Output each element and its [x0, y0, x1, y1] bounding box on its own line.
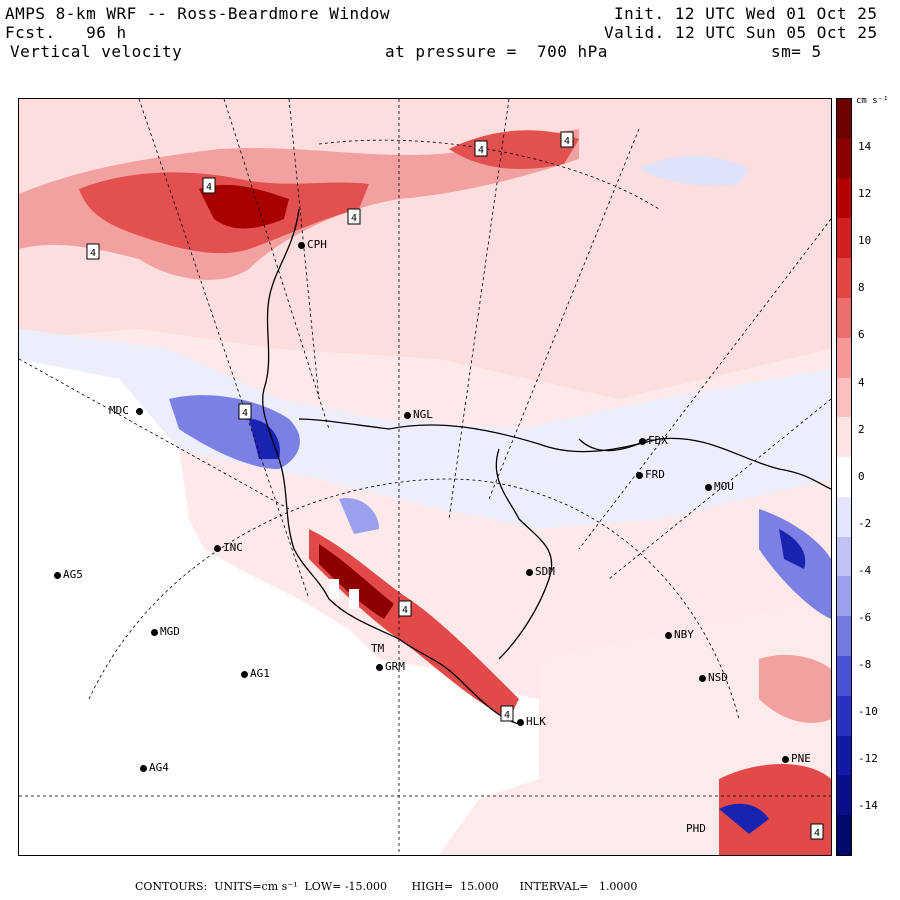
svg-text:4: 4: [402, 605, 408, 616]
svg-text:4: 4: [564, 136, 570, 147]
blue-patch-north: [639, 155, 749, 186]
contour-label: 4: [500, 705, 514, 722]
colorbar-segment: [837, 536, 851, 577]
valid-time: Valid. 12 UTC Sun 05 Oct 25: [604, 23, 878, 42]
colorbar-tick-label: -12: [858, 752, 878, 766]
colorbar-segment: [837, 457, 851, 498]
blue-core-southeast: [719, 803, 769, 834]
blue-core-1: [249, 419, 280, 459]
svg-text:4: 4: [478, 145, 484, 156]
colorbar-segment: [837, 99, 851, 140]
colorbar-tick-label: -6: [858, 611, 872, 624]
contour-label: 4: [810, 823, 824, 840]
station-ag4[interactable]: AG4: [140, 761, 169, 774]
svg-text:4: 4: [90, 248, 96, 259]
colorbar-segment: [837, 616, 851, 657]
svg-text:4: 4: [206, 182, 212, 193]
colorbar-segment: [837, 656, 851, 697]
colorbar-segment: [837, 178, 851, 219]
station-ngl[interactable]: NGL: [404, 408, 433, 421]
contour-label: 4: [238, 403, 252, 420]
red-peak-north: [199, 184, 289, 229]
init-time: Init. 12 UTC Wed 01 Oct 25: [614, 4, 878, 23]
colorbar-tick-label: 8: [858, 281, 865, 295]
forecast-hour: Fcst. 96 h: [5, 23, 127, 42]
map-panel[interactable]: 4 4 4 4 4 4 4 4 4 MDC NGL CPH FDX FRD MO…: [18, 98, 832, 856]
map-canvas: 4 4 4 4 4 4 4 4 4: [19, 99, 831, 855]
smoothing-value: sm= 5: [771, 42, 822, 61]
station-cph[interactable]: CPH: [298, 238, 327, 251]
station-frd[interactable]: FRD: [636, 468, 665, 481]
contour-labels: 4 4 4 4 4 4 4 4 4: [86, 131, 824, 840]
red-band-front: [309, 529, 519, 719]
contour-label: 4: [86, 243, 100, 260]
station-nby[interactable]: NBY: [665, 628, 694, 641]
colorbar-segment: [837, 735, 851, 776]
station-hlk[interactable]: HLK: [517, 715, 546, 728]
station-pne[interactable]: PNE: [782, 752, 811, 765]
svg-text:4: 4: [504, 710, 510, 721]
colorbar-tick-label: -14: [858, 799, 878, 813]
colorbar-tick-label: 6: [858, 328, 865, 342]
data-gap: [329, 579, 359, 609]
colorbar-tick-label: 4: [858, 375, 865, 389]
colorbar-tick-label: 12: [858, 187, 872, 201]
colorbar-unit: cm s⁻¹: [856, 96, 889, 106]
contour-label: 4: [474, 140, 488, 157]
colorbar-tick-label: -10: [858, 705, 878, 719]
station-mgd[interactable]: MGD: [151, 625, 180, 638]
colorbar-segment: [837, 496, 851, 538]
plateau-field: [19, 329, 831, 529]
station-grm[interactable]: GRM: [376, 660, 405, 673]
colorbar-segment: [837, 815, 851, 856]
station-phd: PHD: [686, 822, 706, 835]
blue-patch-2: [339, 498, 379, 534]
station-mdc[interactable]: MDC: [109, 404, 145, 417]
colorbar-segment: [837, 297, 851, 339]
red-patch-east: [759, 654, 831, 723]
station-ag5[interactable]: AG5: [54, 568, 83, 581]
red-peak-front: [319, 544, 394, 619]
svg-text:4: 4: [242, 408, 248, 419]
colorbar-tick-label: -8: [858, 658, 872, 672]
station-mou[interactable]: MOU: [705, 480, 734, 493]
contour-label: 4: [202, 177, 216, 194]
colorbar-segment: [837, 337, 851, 379]
colorbar-segment: [837, 417, 851, 458]
colorbar-segment: [837, 576, 851, 617]
station-sdm[interactable]: SDM: [526, 565, 555, 578]
pressure-level: at pressure = 700 hPa: [385, 42, 608, 61]
colorbar-segment: [837, 377, 851, 418]
blue-core-east: [779, 529, 806, 569]
colorbar-tick-label: -4: [858, 563, 872, 577]
station-nsd[interactable]: NSD: [699, 671, 728, 684]
map-title: AMPS 8-km WRF -- Ross-Beardmore Window: [5, 4, 391, 23]
contour-label: 4: [398, 600, 412, 617]
colorbar: [836, 98, 852, 856]
colorbar-segment: [837, 775, 851, 816]
colorbar-segment: [837, 138, 851, 180]
svg-text:4: 4: [814, 828, 820, 839]
colorbar-segment: [837, 695, 851, 737]
colorbar-tick-label: 10: [858, 234, 872, 248]
contour-info: CONTOURS: UNITS=cm s⁻¹ LOW= -15.000 HIGH…: [135, 880, 638, 893]
station-fdx[interactable]: FDX: [639, 434, 668, 447]
svg-text:4: 4: [351, 213, 357, 224]
colorbar-tick-label: 0: [858, 469, 865, 483]
colorbar-segment: [837, 258, 851, 299]
station-inc[interactable]: INC: [214, 541, 243, 554]
colorbar-tick-label: 2: [858, 422, 865, 436]
contour-label: 4: [560, 131, 574, 148]
station-tm: TM: [371, 642, 385, 655]
ice-shelf: [19, 359, 539, 855]
red-core-northeast: [449, 130, 579, 169]
colorbar-segment: [837, 218, 851, 259]
contour-label: 4: [347, 208, 361, 225]
field-name: Vertical velocity: [10, 42, 183, 61]
colorbar-tick-label: 14: [858, 140, 872, 153]
station-ag1[interactable]: AG1: [241, 667, 270, 680]
colorbar-tick-label: -2: [858, 516, 872, 530]
